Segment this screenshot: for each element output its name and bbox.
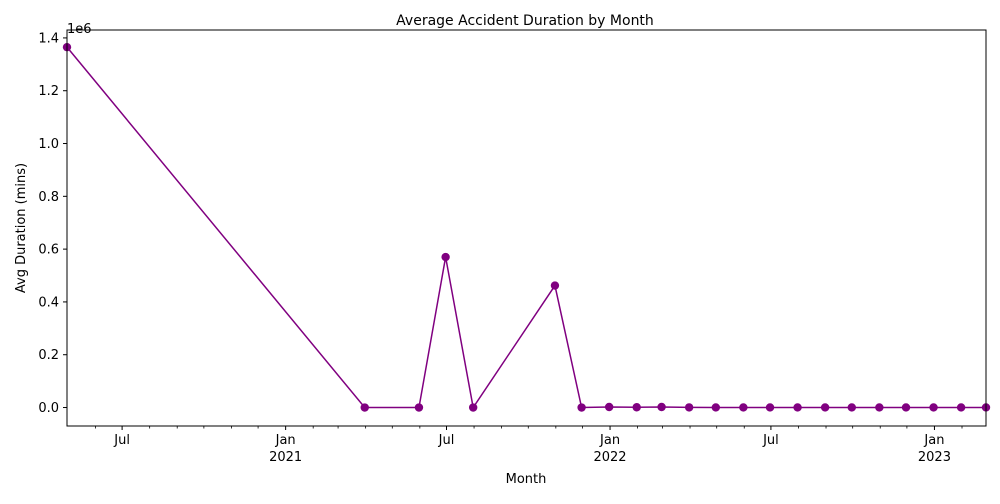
x-tick-label: Jul bbox=[113, 433, 130, 448]
series-line bbox=[66, 46, 986, 410]
y-axis-ticks: 0.0 0.2 0.4 0.6 0.8 1.0 1.2 1.4 bbox=[38, 31, 67, 416]
data-point bbox=[550, 281, 560, 290]
data-point bbox=[929, 403, 938, 412]
x-axis-ticks: Jul Jan 2021 Jul Jan 2022 Jul Jan 2023 bbox=[113, 426, 951, 465]
x-tick-year-label: 2021 bbox=[269, 450, 302, 465]
x-tick-year-label: 2023 bbox=[918, 450, 951, 465]
data-point bbox=[875, 403, 884, 412]
data-point bbox=[901, 403, 911, 412]
data-point bbox=[765, 403, 775, 412]
y-axis-label: Avg Duration (mins) bbox=[14, 163, 29, 293]
x-tick-year-label: 2022 bbox=[593, 450, 626, 465]
data-point bbox=[684, 403, 694, 412]
axes-frame bbox=[66, 29, 987, 427]
data-point bbox=[360, 403, 369, 412]
x-tick-label: Jan bbox=[923, 433, 944, 448]
data-point bbox=[793, 403, 802, 412]
data-point bbox=[632, 403, 641, 412]
data-point bbox=[820, 403, 830, 412]
data-point bbox=[739, 403, 748, 412]
data-point bbox=[956, 403, 966, 412]
y-tick-label: 0.0 bbox=[38, 401, 59, 416]
x-tick-label: Jan bbox=[599, 433, 620, 448]
data-point bbox=[711, 403, 721, 412]
y-tick-label: 1.0 bbox=[38, 137, 59, 152]
y-tick-label: 1.4 bbox=[38, 31, 59, 46]
y-tick-label: 0.2 bbox=[38, 348, 59, 363]
data-point bbox=[441, 252, 450, 262]
plot-area bbox=[62, 42, 991, 412]
y-tick-label: 0.6 bbox=[38, 243, 59, 258]
x-axis-label: Month bbox=[506, 472, 547, 487]
data-point bbox=[657, 402, 666, 412]
data-point bbox=[577, 403, 586, 412]
x-tick-label: Jul bbox=[438, 433, 455, 448]
x-tick-label: Jul bbox=[762, 433, 779, 448]
chart-title: Average Accident Duration by Month bbox=[396, 13, 654, 29]
y-tick-label: 0.4 bbox=[38, 295, 59, 310]
y-tick-label: 0.8 bbox=[38, 190, 59, 205]
y-tick-label: 1.2 bbox=[38, 84, 59, 99]
data-point bbox=[468, 403, 478, 412]
data-point bbox=[847, 403, 856, 412]
data-point bbox=[414, 403, 424, 412]
data-point bbox=[604, 402, 614, 412]
x-tick-label: Jan bbox=[275, 433, 296, 448]
